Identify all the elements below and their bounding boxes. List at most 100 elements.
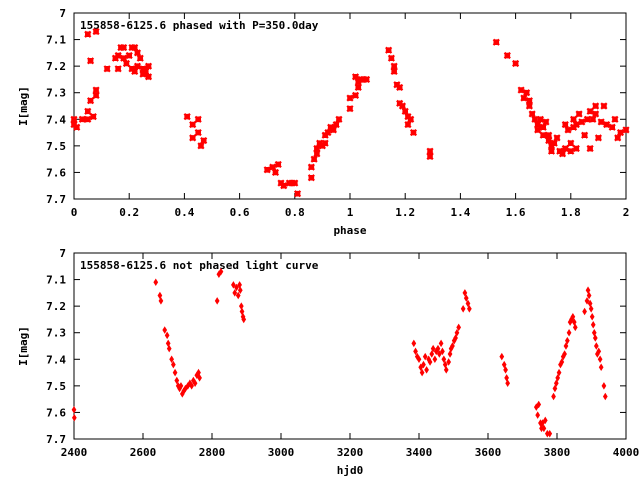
x-tick-label: 0 (71, 206, 78, 219)
data-point (409, 128, 418, 137)
y-axis-label: I[mag] (17, 86, 30, 126)
data-point (238, 302, 244, 310)
data-point (78, 115, 86, 123)
data-point (171, 360, 176, 369)
data-point (534, 121, 542, 129)
data-point (561, 144, 569, 153)
data-point (551, 392, 556, 401)
data-point (558, 150, 567, 158)
x-tick-label: 0.4 (174, 206, 194, 219)
data-point (517, 86, 525, 94)
data-point (351, 73, 360, 81)
y-tick-label: 7 (59, 7, 66, 20)
data-point (426, 147, 434, 155)
data-point (602, 392, 608, 401)
data-point (291, 179, 299, 187)
data-point (307, 163, 315, 171)
data-point (84, 107, 92, 115)
data-point (194, 115, 202, 123)
data-point (86, 97, 95, 105)
data-point (237, 286, 243, 294)
data-point (542, 416, 548, 425)
data-point (329, 126, 338, 134)
data-point (313, 144, 321, 153)
data-point (465, 299, 471, 308)
data-point (114, 65, 122, 73)
data-point (174, 376, 180, 385)
data-point (321, 139, 329, 147)
data-point (505, 379, 511, 387)
data-point (547, 147, 556, 155)
data-point (585, 286, 591, 294)
data-point (165, 339, 171, 348)
data-point (131, 43, 139, 52)
data-point (398, 102, 407, 110)
x-tick-label: 3400 (406, 446, 433, 459)
data-point (351, 91, 360, 99)
data-point (430, 344, 436, 353)
data-point (460, 305, 466, 313)
data-point (133, 62, 142, 70)
data-point (158, 297, 164, 305)
y-tick-label: 7.5 (46, 140, 66, 153)
data-point (178, 382, 184, 390)
data-point (501, 360, 507, 369)
data-point (73, 123, 81, 131)
data-point (307, 174, 315, 182)
data-point (200, 136, 208, 145)
data-point (504, 374, 509, 382)
data-point (89, 113, 97, 121)
data-point (542, 118, 550, 126)
x-tick-label: 1.6 (506, 206, 526, 219)
data-point (280, 182, 288, 190)
data-point (71, 413, 77, 422)
data-point (153, 278, 159, 286)
data-point (241, 315, 247, 324)
data-point (536, 400, 542, 409)
data-point (435, 344, 441, 353)
data-point (525, 102, 533, 110)
data-point (411, 339, 417, 348)
data-point (586, 144, 594, 153)
data-point (189, 134, 197, 142)
data-point (234, 283, 239, 292)
data-point (525, 97, 533, 105)
data-point (447, 350, 453, 358)
data-point (197, 142, 205, 150)
data-point (120, 54, 128, 62)
y-tick-label: 7.4 (46, 353, 66, 366)
y-tick-label: 7.3 (46, 87, 66, 100)
data-point (189, 121, 197, 129)
data-point (589, 313, 595, 321)
data-point (122, 59, 131, 68)
data-point (441, 355, 447, 364)
data-point (422, 352, 428, 361)
data-point (144, 73, 153, 81)
x-tick-label: 0.6 (230, 206, 250, 219)
data-point (596, 347, 602, 356)
data-point (426, 152, 434, 161)
data-point (214, 297, 220, 305)
data-point (581, 131, 589, 139)
data-point (416, 355, 422, 364)
data-point (570, 313, 576, 321)
data-point (189, 382, 194, 390)
data-point (92, 91, 100, 99)
data-point (463, 294, 469, 302)
data-point (84, 115, 92, 123)
data-point (103, 65, 111, 73)
data-point (547, 429, 553, 438)
data-point (528, 110, 536, 118)
data-point (462, 289, 468, 297)
data-point (592, 334, 598, 342)
data-point (172, 368, 178, 377)
data-point (608, 123, 616, 131)
data-point (274, 160, 282, 169)
data-point (424, 366, 429, 374)
data-point (332, 121, 340, 129)
data-series (70, 28, 630, 198)
data-point (616, 128, 625, 137)
data-point (442, 360, 448, 369)
x-tick-label: 3800 (544, 446, 571, 459)
data-point (499, 352, 505, 361)
